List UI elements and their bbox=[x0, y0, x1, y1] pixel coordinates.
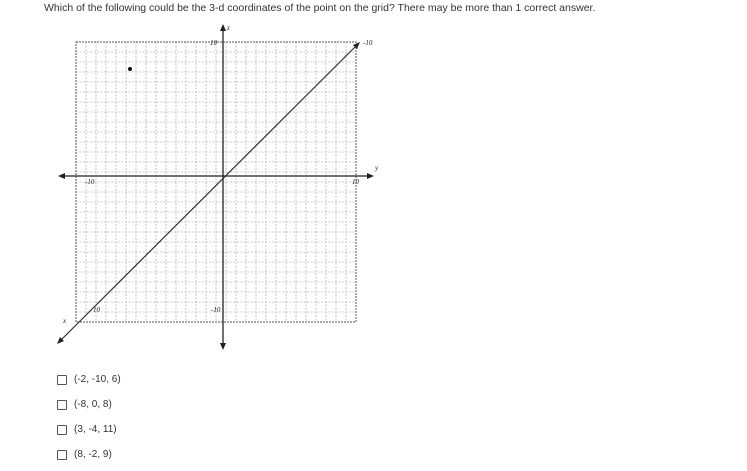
grid-border bbox=[75, 41, 357, 323]
option[interactable]: (3, -4, 11) bbox=[57, 424, 117, 435]
option-text: (3, -4, 11) bbox=[74, 424, 117, 435]
checkbox[interactable] bbox=[57, 449, 67, 460]
question: Which of the following could be the 3-d … bbox=[44, 2, 596, 14]
option[interactable]: (-2, -10, 6) bbox=[57, 374, 121, 385]
arrow bbox=[58, 173, 65, 179]
point bbox=[128, 67, 132, 71]
arrow bbox=[220, 24, 226, 31]
tick-label: 10 bbox=[93, 306, 101, 314]
arrow bbox=[353, 42, 360, 49]
axis-label: y bbox=[374, 164, 379, 172]
axis-label: x bbox=[62, 317, 67, 325]
checkbox[interactable] bbox=[57, 399, 67, 410]
tick-label: -10 bbox=[211, 306, 221, 314]
option-text: (-8, 0, 8) bbox=[74, 399, 112, 410]
option[interactable]: (-8, 0, 8) bbox=[57, 399, 112, 410]
arrow bbox=[367, 173, 374, 179]
tick-label: -10 bbox=[85, 178, 95, 186]
option[interactable]: (8, -2, 9) bbox=[57, 449, 112, 460]
axis-label: z bbox=[226, 24, 230, 32]
tick-label: 10 bbox=[352, 178, 360, 186]
option-text: (-2, -10, 6) bbox=[74, 374, 121, 385]
arrow bbox=[57, 337, 64, 344]
tick-label: -10 bbox=[363, 39, 373, 47]
arrow bbox=[220, 343, 226, 350]
tick-label: 10 bbox=[210, 39, 218, 47]
x-axis bbox=[59, 44, 358, 342]
grid bbox=[76, 42, 356, 322]
checkbox[interactable] bbox=[57, 374, 67, 385]
option-text: (8, -2, 9) bbox=[74, 449, 112, 460]
checkbox[interactable] bbox=[57, 424, 67, 435]
